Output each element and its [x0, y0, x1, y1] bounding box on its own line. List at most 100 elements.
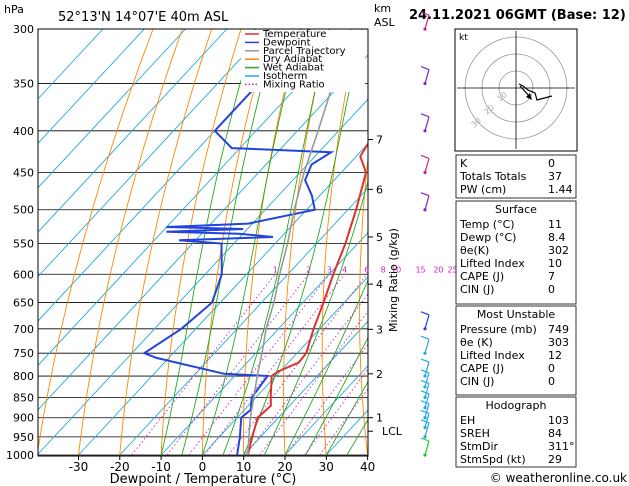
wet-adiabat [305, 336, 368, 456]
table-value: 302 [548, 244, 569, 257]
table-label: PW (cm) [460, 183, 506, 196]
isotherm [202, 276, 368, 456]
hpa-label: hPa [4, 3, 24, 16]
table-label: CAPE (J) [460, 362, 504, 375]
pressure-tick-label: 500 [13, 204, 34, 217]
wind-barb-dot [423, 385, 427, 389]
isotherm [243, 320, 368, 456]
table-value: 103 [548, 414, 569, 427]
dry-adiabat [283, 29, 330, 456]
wind-barb [424, 403, 430, 418]
table-box [455, 154, 577, 199]
wind-barb [424, 116, 430, 131]
table-label: Totals Totals [459, 170, 527, 183]
wind-barb-dot [423, 27, 427, 31]
height-tick-label: 3 [376, 323, 383, 336]
table-value: 749 [548, 323, 569, 336]
table-label: Temp (°C) [459, 218, 515, 231]
dry-adiabat [201, 29, 271, 456]
isotherm [38, 29, 228, 233]
mixing-ratio-labels: 1 2 3 4 6 8 10 15 20 25 [273, 265, 458, 274]
table-label: Lifted Index [460, 349, 525, 362]
wind-barb-flag [420, 65, 430, 71]
table-box [455, 305, 577, 396]
legend-entry: Wet Adiabat [263, 63, 324, 74]
legend-entry: Isotherm [263, 71, 307, 82]
wet-adiabat [325, 380, 368, 456]
hodograph: kt 10 20 30 [454, 28, 578, 152]
height-tick-label: 6 [376, 183, 383, 196]
table-label: StmDir [460, 440, 499, 453]
wind-barb-flag [420, 419, 430, 424]
table-label: θe(K) [460, 244, 489, 257]
wind-barb [424, 158, 430, 173]
wind-barb-flag [420, 311, 430, 316]
wind-barb-flag [420, 11, 430, 16]
mixing-ratio-label: 8 [381, 265, 386, 274]
pressure-axis: 300 350 400 450 500 550 600 650 700 750 800 850 900 9… [6, 23, 34, 462]
pressure-tick-label: 300 [13, 23, 34, 36]
dry-adiabat [622, 29, 629, 455]
wind-barb [424, 339, 430, 354]
temperature-tick-label: -30 [69, 460, 89, 474]
wind-barb-dot [423, 208, 427, 212]
index-tables: K 0 Totals Totals 37 PW (cm) 1.44 Surface Temp … [455, 154, 577, 468]
mixing-ratio-line [166, 274, 310, 456]
wet-adiabat [201, 29, 302, 456]
wind-barb [424, 361, 430, 377]
table-value: 8.4 [548, 231, 566, 244]
wind-barb-dot [423, 170, 427, 175]
height-tick-label: 1 [376, 412, 383, 425]
temperature-tick-label: 40 [360, 460, 375, 474]
plot-frame [37, 28, 369, 457]
wind-barb-dot [423, 416, 427, 420]
table-value: 311° [548, 440, 575, 453]
mixing-ratio-label: 20 [433, 265, 443, 274]
temperature-curve [246, 141, 368, 456]
table-value: 12 [548, 349, 562, 362]
table-value: 84 [548, 427, 562, 440]
credit: © weatheronline.co.uk [490, 471, 627, 485]
temperature-tick-label: 0 [199, 460, 207, 474]
pressure-tick-label: 900 [13, 412, 34, 425]
table-value: 303 [548, 336, 569, 349]
wind-barb-dot [423, 453, 427, 457]
hodograph-trace [518, 83, 553, 101]
surface-title: Surface [495, 203, 537, 216]
isotherm [119, 187, 368, 456]
hodograph-kt: kt [459, 33, 468, 43]
height-tick-label: LCL [382, 425, 403, 438]
wind-barb-dot [423, 425, 427, 430]
wind-barb-dot [423, 129, 427, 133]
profile-curves [142, 29, 368, 456]
legend-entry: Mixing Ratio [263, 79, 325, 90]
pressure-tick-label: 800 [13, 370, 34, 383]
table-box [455, 396, 577, 468]
wind-barb [424, 413, 430, 428]
mixing-ratio-line [131, 274, 276, 456]
wind-barb [424, 14, 430, 30]
parcel-trajectory-curve [247, 29, 352, 456]
table-label: K [460, 157, 468, 170]
mixing-ratio-label: 10 [391, 265, 401, 274]
y-axis-title-right: Mixing Ratio (g/kg) [387, 228, 400, 332]
table-value: 0 [548, 157, 555, 170]
pressure-tick-label: 750 [13, 347, 34, 360]
table-label: SREH [460, 427, 490, 440]
wind-barb-flag [420, 369, 430, 374]
table-label: Pressure (mb) [460, 323, 537, 336]
wet-adiabat [263, 179, 368, 456]
legend-entry: Temperature [262, 29, 326, 40]
dry-adiabat [592, 29, 629, 455]
mixing-ratio-label: 15 [415, 265, 425, 274]
legend-entry: Dewpoint [263, 37, 311, 48]
table-label: CIN (J) [460, 375, 494, 388]
dry-adiabat [431, 29, 450, 455]
wind-barb [424, 372, 430, 388]
dry-adiabat [119, 29, 213, 456]
table-value: 10 [548, 257, 562, 270]
temperature-tick-label: 10 [236, 460, 251, 474]
wet-adiabat [284, 278, 368, 456]
table-label: θe (K) [460, 336, 493, 349]
